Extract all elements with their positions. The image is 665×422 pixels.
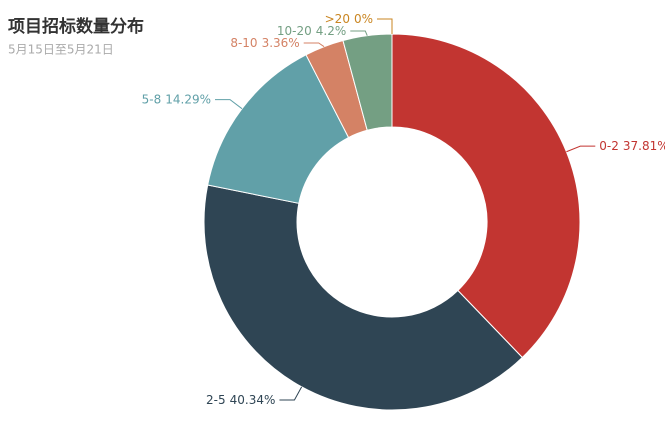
leader-line [303, 42, 325, 48]
slice-name: 5-8 [142, 92, 162, 106]
slice-label: 0-2 37.81% [599, 139, 665, 153]
slice-label: 5-8 14.29% [142, 92, 211, 106]
slice-label: 8-10 3.36% [230, 36, 299, 50]
slice-value: 4.2% [316, 24, 347, 38]
slice-name: 10-20 [277, 24, 312, 38]
donut-slice [203, 184, 524, 411]
chart-subtitle: 5月15日至5月21日 [8, 43, 114, 57]
slice-name: 2-5 [206, 393, 226, 407]
slice-value: 40.34% [230, 393, 276, 407]
leader-line [377, 18, 393, 34]
slice-label: >20 0% [325, 12, 373, 26]
slice-value: 14.29% [165, 92, 211, 106]
slice-name: 0-2 [599, 139, 619, 153]
donut-slice [391, 33, 581, 359]
slice-value: 0% [354, 12, 373, 26]
leader-line [215, 99, 243, 110]
slice-name: >20 [325, 12, 350, 26]
chart-title: 项目招标数量分布 [8, 16, 144, 37]
slice-value: 3.36% [262, 36, 300, 50]
slice-label: 10-20 4.2% [277, 24, 346, 38]
slice-label: 2-5 40.34% [206, 393, 275, 407]
leader-line [350, 30, 368, 36]
leader-line [279, 386, 303, 401]
slice-name: 8-10 [230, 36, 257, 50]
slice-value: 37.81% [623, 139, 665, 153]
leader-line [566, 145, 596, 153]
